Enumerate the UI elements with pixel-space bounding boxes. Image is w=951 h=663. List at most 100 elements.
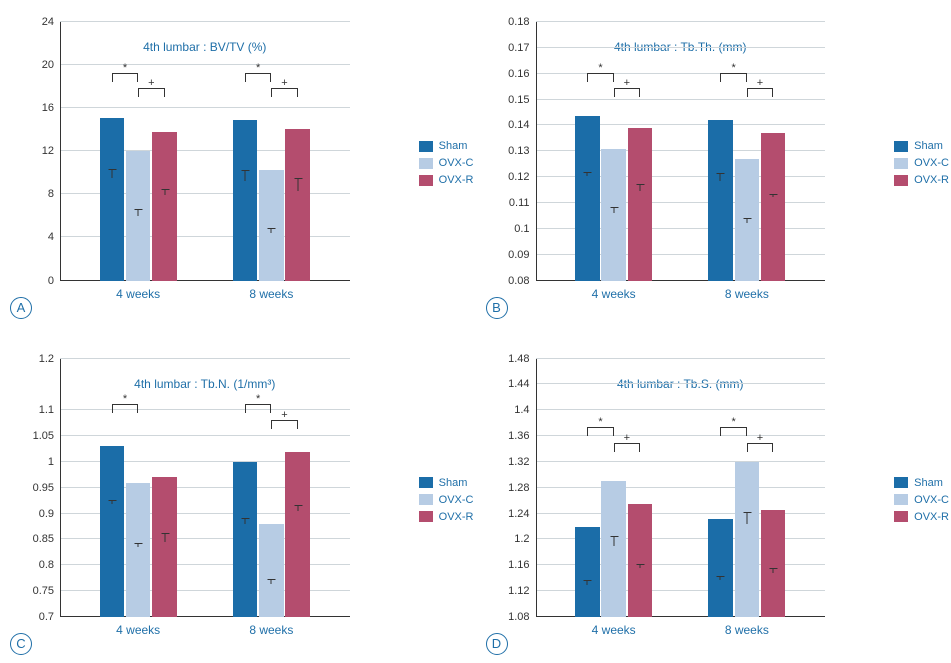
legend-swatch	[419, 477, 433, 488]
sig-bracket: +	[271, 420, 297, 421]
sig-label: *	[123, 393, 127, 405]
legend-swatch	[894, 494, 908, 505]
x-tick: 8 weeks	[725, 617, 769, 637]
legend-label: OVX-C	[914, 157, 949, 169]
gridline	[60, 409, 350, 410]
gridline	[536, 73, 826, 74]
legend: ShamOVX-COVX-R	[894, 135, 949, 191]
y-tick: 0.09	[508, 249, 535, 261]
legend-swatch	[894, 175, 908, 186]
error-bar	[244, 518, 245, 524]
bar-ovxr	[628, 128, 653, 281]
legend: ShamOVX-COVX-R	[419, 472, 474, 528]
gridline	[536, 487, 826, 488]
error-bar	[164, 189, 165, 195]
gridline	[60, 107, 350, 108]
y-tick: 1.32	[508, 456, 535, 468]
bar-sham	[575, 116, 600, 280]
legend-item: OVX-C	[894, 157, 949, 169]
panel-c: C4th lumbar : Tb.N. (1/mm³)0.70.750.80.8…	[10, 347, 466, 654]
panel-b: B4th lumbar : Tb.Th. (mm)0.080.090.10.11…	[486, 10, 942, 317]
legend-item: OVX-C	[894, 494, 949, 506]
y-tick: 0.17	[508, 42, 535, 54]
legend-label: OVX-R	[439, 174, 474, 186]
error-bar	[138, 209, 139, 216]
gridline	[60, 21, 350, 22]
y-tick: 1.36	[508, 430, 535, 442]
error-bar	[640, 184, 641, 190]
sig-label: *	[732, 416, 736, 428]
sig-bracket: *	[245, 73, 271, 74]
y-tick: 0.14	[508, 119, 535, 131]
y-tick: 0.7	[39, 611, 60, 623]
bar-sham	[100, 446, 125, 617]
legend-swatch	[894, 158, 908, 169]
y-tick: 1.2	[514, 533, 535, 545]
legend-label: Sham	[914, 140, 943, 152]
sig-label: *	[256, 393, 260, 405]
bar-ovxc	[601, 149, 626, 281]
gridline	[60, 435, 350, 436]
error-bar	[773, 194, 774, 197]
bar-sham	[233, 120, 258, 280]
y-tick: 24	[42, 16, 60, 28]
error-bar	[746, 218, 747, 223]
legend-item: Sham	[894, 140, 949, 152]
bar-ovxr	[285, 452, 310, 617]
gridline	[60, 358, 350, 359]
sig-label: *	[732, 62, 736, 74]
bar-ovxr	[152, 132, 177, 281]
bar-ovxr	[285, 129, 310, 281]
error-bar	[613, 536, 614, 546]
sig-label: *	[123, 62, 127, 74]
legend-swatch	[419, 175, 433, 186]
sig-label: *	[598, 62, 602, 74]
sig-bracket: +	[747, 88, 773, 89]
y-tick: 1.2	[39, 353, 60, 365]
sig-bracket: *	[112, 404, 138, 405]
y-tick: 0.9	[39, 508, 60, 520]
legend-item: Sham	[419, 477, 474, 489]
y-tick: 0.16	[508, 68, 535, 80]
error-bar	[111, 169, 112, 178]
y-tick: 0.95	[33, 482, 60, 494]
y-tick: 12	[42, 145, 60, 157]
sig-bracket: +	[614, 88, 640, 89]
y-tick: 0.85	[33, 533, 60, 545]
y-tick: 1.4	[514, 404, 535, 416]
y-tick: 1.24	[508, 508, 535, 520]
y-axis	[536, 359, 537, 618]
legend-swatch	[419, 141, 433, 152]
error-bar	[138, 543, 139, 547]
error-bar	[613, 207, 614, 214]
gridline	[536, 383, 826, 384]
legend-label: OVX-R	[439, 511, 474, 523]
error-bar	[271, 228, 272, 233]
y-tick: 1.28	[508, 482, 535, 494]
legend-label: OVX-C	[439, 157, 474, 169]
bar-ovxr	[152, 477, 177, 617]
x-tick: 8 weeks	[249, 617, 293, 637]
bar-ovxc	[601, 481, 626, 617]
gridline	[536, 21, 826, 22]
sig-bracket: *	[720, 73, 746, 74]
gridline	[536, 358, 826, 359]
gridline	[536, 47, 826, 48]
gridline	[60, 64, 350, 65]
bar-sham	[233, 462, 258, 617]
panel-grid: A4th lumbar : BV/TV (%)048121620244 week…	[10, 10, 941, 653]
legend-label: Sham	[914, 477, 943, 489]
sig-label: +	[148, 77, 154, 89]
x-tick: 4 weeks	[116, 617, 160, 637]
gridline	[536, 99, 826, 100]
bar-sham	[708, 519, 733, 617]
error-bar	[297, 178, 298, 191]
plot-area: 4th lumbar : Tb.N. (1/mm³)0.70.750.80.85…	[60, 359, 350, 618]
y-tick: 1.44	[508, 378, 535, 390]
error-bar	[271, 579, 272, 584]
x-tick: 4 weeks	[116, 281, 160, 301]
sig-bracket: +	[271, 88, 297, 89]
gridline	[536, 409, 826, 410]
error-bar	[773, 568, 774, 573]
sig-label: +	[757, 432, 763, 444]
